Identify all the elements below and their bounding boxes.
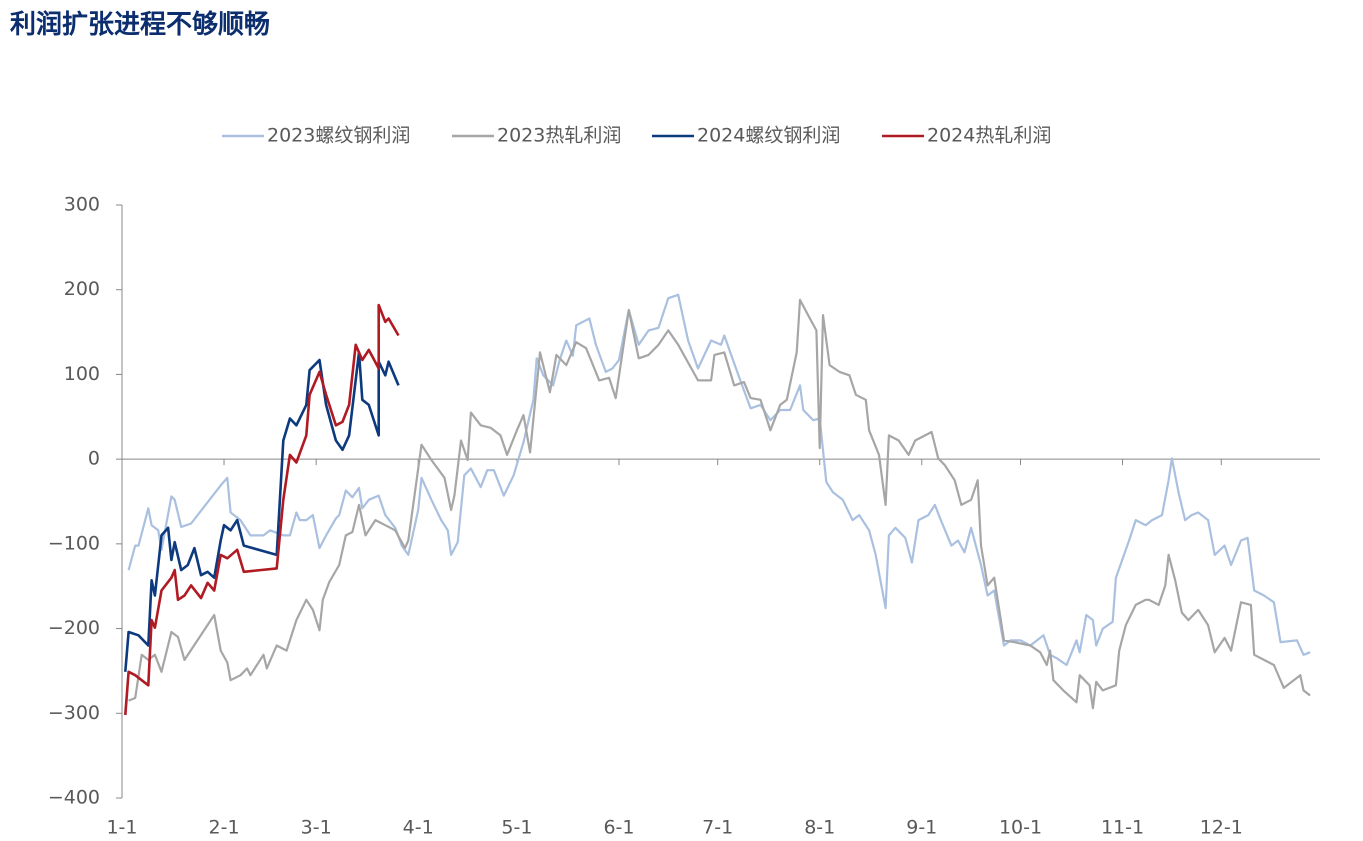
- y-tick-label: 100: [64, 363, 100, 385]
- x-tick-label: 12-1: [1200, 817, 1243, 839]
- x-tick-label: 10-1: [999, 817, 1042, 839]
- legend-label: 2024螺纹钢利润: [697, 125, 840, 147]
- x-tick-label: 9-1: [906, 817, 937, 839]
- y-tick-label: 0: [88, 448, 100, 470]
- x-tick-label: 2-1: [209, 817, 240, 839]
- y-tick-label: 300: [64, 194, 100, 216]
- x-tick-label: 5-1: [501, 817, 532, 839]
- line: [124, 351, 400, 672]
- legend-label: 2023热轧利润: [497, 125, 621, 147]
- x-tick-label: 6-1: [603, 817, 634, 839]
- x-tick-label: 8-1: [804, 817, 835, 839]
- y-tick-label: −300: [48, 702, 100, 724]
- legend-label: 2023螺纹钢利润: [267, 125, 410, 147]
- chart-title: 利润扩张进程不够顺畅: [10, 9, 270, 40]
- y-tick-label: −400: [48, 787, 100, 809]
- legend-label: 2024热轧利润: [927, 125, 1051, 147]
- legend: 2023螺纹钢利润 2023热轧利润 2024螺纹钢利润 2024热轧利润: [222, 125, 1051, 147]
- line: [124, 303, 400, 716]
- line: [128, 298, 1311, 710]
- y-tick-label: −100: [48, 532, 100, 554]
- y-tick-label: −200: [48, 617, 100, 639]
- x-tick-label: 7-1: [702, 817, 733, 839]
- x-tick-label: 11-1: [1101, 817, 1144, 839]
- y-tick-label: 200: [64, 278, 100, 300]
- line: [127, 293, 1311, 667]
- x-tick-label: 3-1: [301, 817, 332, 839]
- x-tick-label: 1-1: [106, 817, 137, 839]
- x-tick-label: 4-1: [403, 817, 434, 839]
